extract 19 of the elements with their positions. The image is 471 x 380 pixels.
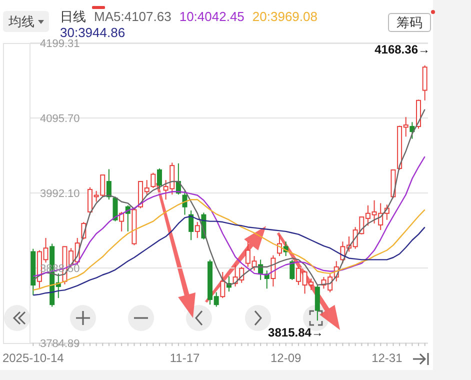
annotation: 3815.84→ [268,326,324,340]
y-tick-label: 3992.10 [40,188,80,200]
text: 日线 [60,9,86,25]
x-tick-label: 12-09 [270,351,302,365]
text: MA5:4107.63 [94,9,172,25]
annotation: 4168.36→ [374,42,430,56]
x-tick-label: 11-17 [170,351,200,365]
y-tick-label: 3784.89 [40,338,80,350]
dropdown-button: 均线 [3,11,49,32]
line-series [32,216,426,296]
x-tick-label: 2025-10-14 [2,351,64,365]
candlestick [188,210,194,241]
button: 筹码 [388,13,431,32]
text: 20:3969.08 [252,9,318,25]
x-tick-label: 12-31 [372,351,403,365]
y-tick-label: 4095.70 [40,113,80,126]
y-tick-label: 4199.31 [40,38,80,50]
text: 30:3944.86 [60,25,126,40]
text: 10:4042.45 [179,9,244,25]
